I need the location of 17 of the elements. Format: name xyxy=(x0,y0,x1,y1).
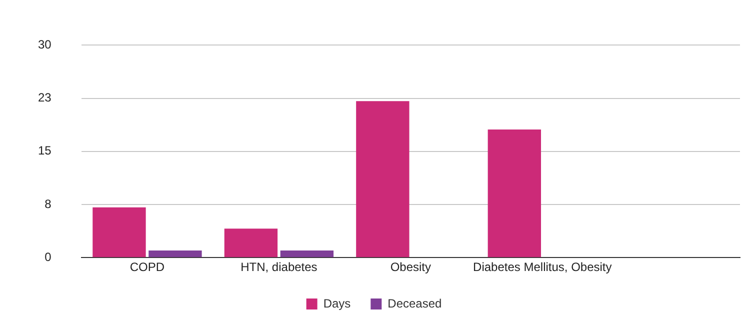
x-tick-label: Obesity xyxy=(390,260,432,274)
bar xyxy=(488,129,542,258)
x-tick-label: Diabetes Mellitus, Obesity xyxy=(473,260,612,274)
legend-label: Deceased xyxy=(388,296,442,310)
y-tick-label: 30 xyxy=(38,38,52,52)
x-tick-label: COPD xyxy=(130,260,165,274)
y-tick-label: 8 xyxy=(44,196,52,211)
x-tick-label: HTN, diabetes xyxy=(240,260,318,274)
bar xyxy=(92,207,146,258)
bar xyxy=(356,101,410,258)
bar xyxy=(280,250,334,258)
y-tick-label: 0 xyxy=(44,250,52,264)
bar xyxy=(224,228,278,258)
legend-label: Days xyxy=(323,296,351,310)
y-tick-label: 15 xyxy=(38,144,52,158)
bar xyxy=(148,250,202,258)
y-tick-label: 23 xyxy=(38,90,52,105)
